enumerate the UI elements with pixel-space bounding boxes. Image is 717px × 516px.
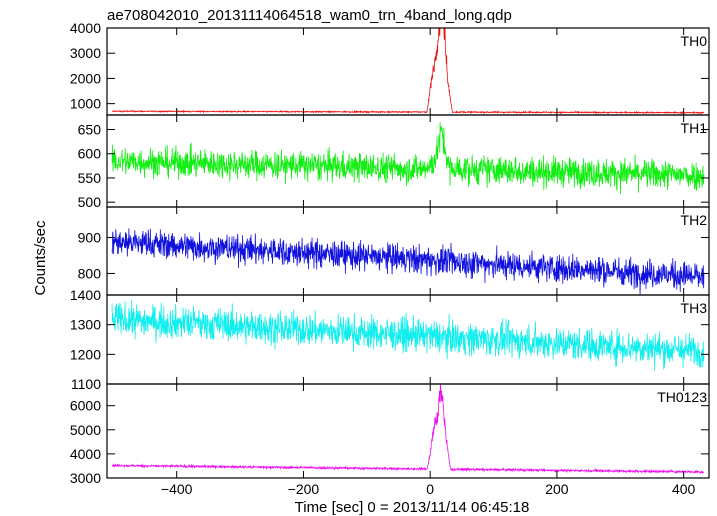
panel-label-th0123: TH0123 — [657, 389, 707, 405]
x-axis-label: Time [sec] 0 = 2013/11/14 06:45:18 — [295, 499, 530, 516]
panel-th2: 800 900 TH2 — [78, 206, 710, 296]
panel-label-th3: TH3 — [681, 300, 708, 316]
panel-label-th0: TH0 — [681, 33, 708, 49]
y-tick-label: 1100 — [71, 376, 101, 392]
x-tick-label: −200 — [288, 481, 320, 497]
y-tick-label: 800 — [78, 265, 102, 281]
series-line-th1 — [111, 122, 705, 194]
panel-frame — [106, 27, 710, 116]
panels: 1000 2000 3000 4000 TH0 500 550 600 650 TH1 800 900… — [70, 20, 710, 486]
y-tick-label: 2000 — [70, 70, 101, 86]
y-tick-label: 4000 — [70, 20, 101, 36]
y-tick-label: 1400 — [70, 287, 101, 303]
x-tick-label: 0 — [426, 481, 434, 497]
panel-th3: 1100 1200 1300 1400 TH3 — [70, 287, 710, 392]
panel-th1: 500 550 600 650 TH1 — [78, 114, 710, 210]
series-line-th2 — [111, 228, 705, 295]
x-tick-label: 400 — [672, 481, 696, 497]
y-tick-label: 600 — [78, 146, 102, 162]
y-tick-label: 5000 — [70, 422, 101, 438]
x-tick-label: −400 — [161, 481, 193, 497]
y-tick-label: 550 — [78, 170, 102, 186]
series-line-th3 — [111, 299, 705, 371]
x-tick-label: 200 — [545, 481, 569, 497]
y-tick-label: 1200 — [70, 346, 101, 362]
y-tick-label: 3000 — [70, 45, 101, 61]
y-tick-label: 4000 — [70, 446, 101, 462]
y-axis-label: Counts/sec — [32, 220, 49, 296]
panel-label-th2: TH2 — [681, 212, 708, 228]
y-tick-label: 6000 — [70, 398, 101, 414]
series-line-th0 — [111, 28, 705, 115]
y-tick-label: 900 — [78, 230, 102, 246]
y-tick-label: 500 — [78, 194, 102, 210]
x-axis-tick-labels: −400 −200 0 200 400 — [161, 481, 696, 497]
panel-th0123: 3000 4000 5000 6000 TH0123 — [70, 383, 710, 486]
panel-label-th1: TH1 — [681, 120, 708, 136]
panel-frame — [106, 383, 710, 479]
series-line-th0123 — [111, 384, 705, 475]
y-tick-label: 1000 — [70, 96, 101, 112]
y-tick-label: 650 — [78, 122, 102, 138]
chart-title: ae708042010_20131114064518_wam0_trn_4ban… — [107, 7, 512, 24]
y-tick-label: 1300 — [70, 317, 101, 333]
y-tick-label: 3000 — [70, 470, 101, 486]
